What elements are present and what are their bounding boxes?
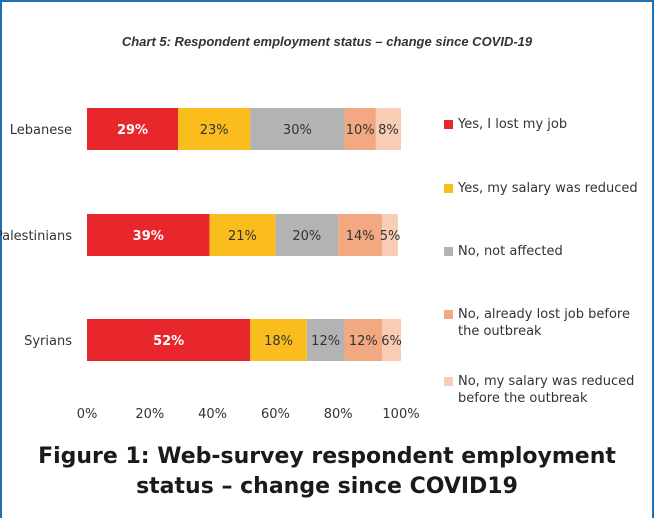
legend-swatch: [444, 377, 453, 386]
legend-item: No, not affected: [444, 243, 653, 260]
bar-segment: [87, 108, 179, 150]
data-label: 39%: [133, 229, 164, 244]
legend-item: Yes, I lost my job: [444, 116, 653, 133]
stacked-bar-chart: Lebanese 29% 23% 30% 10% 8% Palestinians 39% 21%…: [0, 108, 420, 422]
legend-swatch: [444, 120, 453, 129]
bar-segment: [338, 214, 383, 256]
category-label: Palestinians: [0, 229, 72, 244]
legend-label: No, not affected: [458, 244, 563, 259]
legend-item: No, my salary was reduced before the out…: [444, 373, 653, 407]
legend-swatch: [444, 184, 453, 193]
data-label: 23%: [200, 123, 229, 138]
legend-label: No, already lost job before the outbreak: [458, 307, 630, 339]
x-tick-label: 0%: [77, 407, 98, 422]
data-label: 8%: [378, 123, 399, 138]
figure-caption: Figure 1: Web-survey respondent employme…: [38, 444, 616, 499]
bar-segment: [87, 214, 210, 256]
data-label: 52%: [153, 334, 184, 349]
bar-segment: [344, 319, 383, 361]
legend-label: No, my salary was reduced before the out…: [458, 374, 635, 406]
data-label: 18%: [264, 334, 293, 349]
data-label: 5%: [380, 229, 401, 244]
data-label: 10%: [346, 123, 375, 138]
bar-segment: [375, 108, 401, 150]
x-tick-label: 40%: [198, 407, 227, 422]
bar-segment: [275, 214, 339, 256]
data-label: 20%: [292, 229, 321, 244]
chart-title: Chart 5: Respondent employment status – …: [121, 34, 533, 49]
x-tick-label: 20%: [135, 407, 164, 422]
data-label: 21%: [228, 229, 257, 244]
legend-swatch: [444, 247, 453, 256]
bar-segment: [344, 108, 376, 150]
category-label: Lebanese: [10, 123, 72, 138]
legend-label: Yes, my salary was reduced: [458, 181, 638, 196]
bar-segment: [306, 319, 345, 361]
legend-label: Yes, I lost my job: [458, 117, 568, 132]
data-label: 6%: [381, 334, 402, 349]
bar-segment: [178, 108, 251, 150]
legend-swatch: [444, 310, 453, 319]
data-label: 12%: [349, 334, 378, 349]
x-tick-label: 80%: [324, 407, 353, 422]
bar-segment: [250, 319, 307, 361]
data-label: 30%: [283, 123, 312, 138]
bar-segment: [250, 108, 345, 150]
legend-item: No, already lost job before the outbreak: [444, 306, 653, 340]
data-label: 29%: [117, 123, 148, 138]
category-label: Syrians: [24, 334, 72, 349]
data-label: 14%: [346, 229, 375, 244]
x-tick-label: 100%: [382, 407, 419, 422]
bar-segment: [382, 319, 401, 361]
x-tick-label: 60%: [261, 407, 290, 422]
bar-segment: [87, 319, 251, 361]
legend-item: Yes, my salary was reduced: [444, 180, 653, 197]
bar-segment: [382, 214, 398, 256]
bar-segment: [209, 214, 276, 256]
data-label: 12%: [311, 334, 340, 349]
